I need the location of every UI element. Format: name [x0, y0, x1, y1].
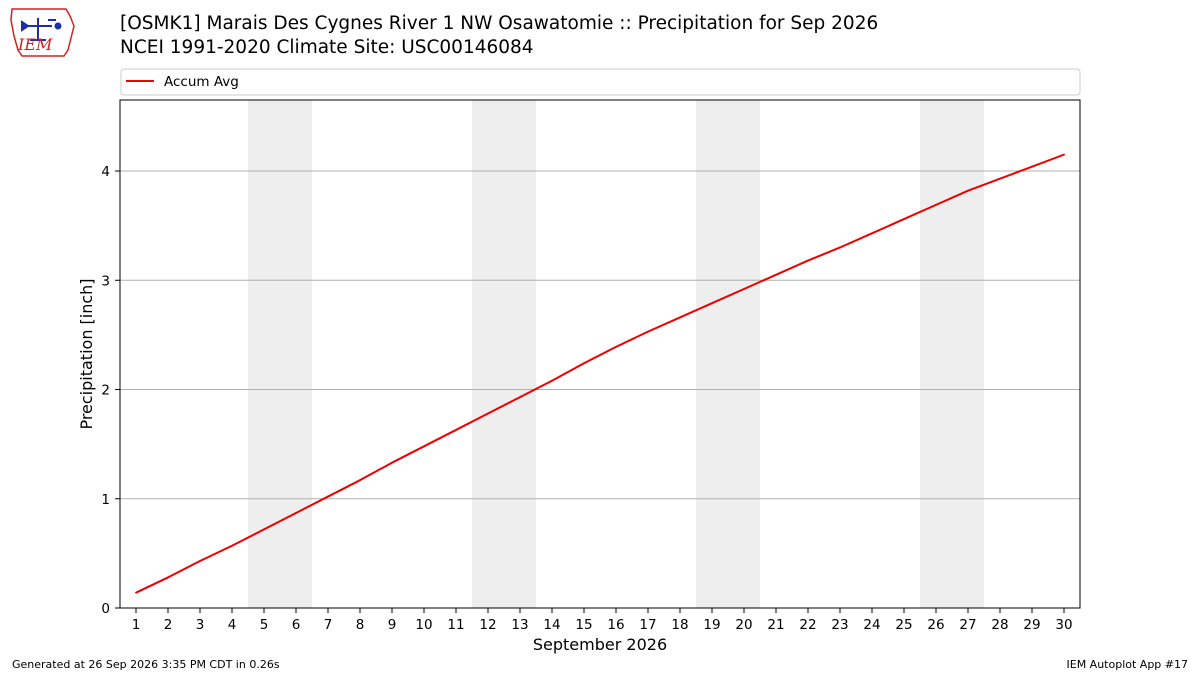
data-point: [615, 345, 617, 348]
weather-station-icon: [21, 18, 62, 41]
data-point: [455, 429, 457, 431]
data-point: [487, 412, 489, 415]
x-tick-label: 11: [447, 617, 464, 633]
x-tick-label: 18: [671, 617, 688, 633]
legend-label-accum-avg: Accum Avg: [164, 74, 239, 90]
x-axis-ticks: 1 2 3 4 5 6 7 8 9 10 11 12 13 14 15 16 17 18 19 20 21 22 23 24 2…: [132, 608, 1073, 633]
x-tick-label: 1: [132, 617, 141, 633]
data-point: [647, 330, 649, 333]
x-axis-label: September 2026: [533, 635, 667, 654]
x-tick-label: 17: [639, 617, 656, 633]
x-tick-label: 26: [927, 617, 944, 633]
x-tick-label: 25: [895, 617, 912, 633]
data-point: [167, 576, 169, 579]
y-tick-label: 4: [101, 164, 110, 180]
data-point: [583, 362, 585, 365]
data-point: [135, 591, 137, 594]
legend-box: [120, 68, 1081, 96]
x-tick-label: 16: [607, 617, 624, 633]
data-point: [871, 232, 873, 235]
x-tick-label: 2: [164, 617, 173, 633]
data-point: [967, 189, 969, 192]
weekend-bands: [248, 100, 984, 608]
y-tick-label: 3: [101, 273, 110, 289]
data-point: [199, 560, 201, 562]
x-tick-label: 22: [799, 617, 816, 633]
x-tick-label: 3: [196, 617, 205, 633]
data-point: [711, 302, 713, 305]
data-point: [519, 396, 521, 399]
chart-subtitle: NCEI 1991-2020 Climate Site: USC00146084: [120, 37, 534, 58]
iem-logo: IEM: [8, 6, 82, 58]
data-point: [679, 316, 681, 319]
y-tick-label: 1: [101, 492, 110, 508]
logo-text: IEM: [17, 35, 53, 54]
data-point: [391, 461, 393, 464]
data-point: [775, 273, 777, 276]
y-tick-label: 2: [101, 383, 110, 399]
weekend-band: [472, 100, 536, 608]
y-tick-label: 0: [101, 601, 110, 617]
data-point: [999, 177, 1001, 180]
x-tick-label: 5: [260, 617, 269, 633]
data-point: [935, 203, 937, 206]
data-point: [359, 479, 361, 482]
series-line-accum-avg: [135, 153, 1065, 594]
x-tick-label: 29: [1023, 617, 1040, 633]
x-tick-label: 23: [831, 617, 848, 633]
data-point: [551, 379, 553, 382]
x-tick-label: 7: [324, 617, 333, 633]
y-axis-label: Precipitation [inch]: [77, 278, 96, 429]
x-tick-label: 28: [991, 617, 1008, 633]
x-tick-label: 20: [735, 617, 752, 633]
x-tick-label: 8: [356, 617, 365, 633]
data-point: [1031, 165, 1033, 168]
data-point: [295, 512, 297, 514]
x-tick-label: 9: [388, 617, 397, 633]
data-point: [903, 218, 905, 220]
weekend-band: [920, 100, 984, 608]
data-point: [807, 259, 809, 262]
data-point: [423, 445, 425, 448]
app-label: IEM Autoplot App #17: [1066, 658, 1189, 671]
weekend-band: [248, 100, 312, 608]
x-tick-label: 13: [511, 617, 528, 633]
data-point: [263, 528, 265, 531]
x-tick-label: 12: [479, 617, 496, 633]
data-point: [327, 495, 329, 498]
chart-title: [OSMK1] Marais Des Cygnes River 1 NW Osa…: [120, 13, 879, 34]
generated-timestamp: Generated at 26 Sep 2026 3:35 PM CDT in …: [12, 658, 280, 671]
x-tick-label: 10: [415, 617, 432, 633]
iowa-outline-shape: [10, 8, 75, 57]
y-gridlines: [120, 170, 1080, 500]
y-axis-ticks: 0 1 2 3 4: [101, 164, 120, 617]
data-point: [1063, 153, 1065, 156]
x-tick-label: 6: [292, 617, 301, 633]
series-lines: [135, 153, 1065, 594]
data-point: [231, 544, 233, 547]
x-tick-label: 21: [767, 617, 784, 633]
legend: Accum Avg: [120, 68, 1081, 96]
plot-frame: [119, 99, 1081, 609]
weekend-band: [696, 100, 760, 608]
data-point: [743, 288, 745, 290]
x-tick-label: 15: [575, 617, 592, 633]
x-tick-label: 30: [1055, 617, 1072, 633]
x-tick-label: 14: [543, 617, 560, 633]
x-tick-label: 27: [959, 617, 976, 633]
x-tick-label: 24: [863, 617, 880, 633]
x-tick-label: 4: [228, 617, 237, 633]
x-tick-label: 19: [703, 617, 720, 633]
data-point: [839, 246, 841, 249]
